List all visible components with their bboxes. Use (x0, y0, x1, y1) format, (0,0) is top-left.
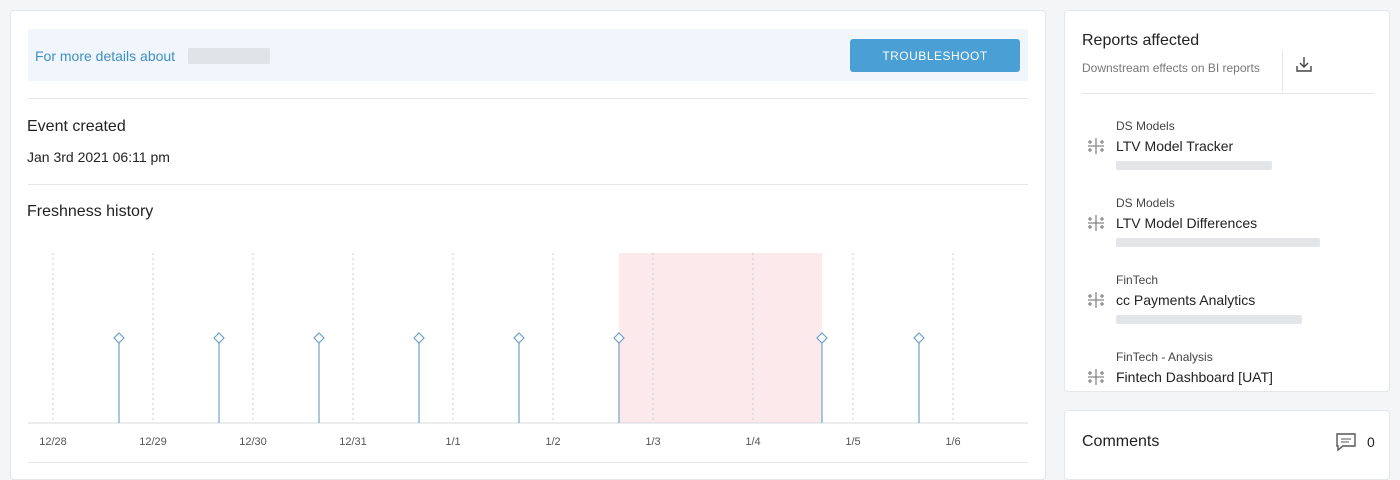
tableau-icon (1088, 138, 1104, 154)
x-tick-label: 1/3 (645, 436, 660, 448)
chart: 12/28 12/29 12/30 12/31 1/1 1/2 1/3 1/4 1/5 1/6 (28, 253, 1028, 448)
divider (28, 98, 1028, 99)
x-tick-label: 12/28 (39, 436, 67, 448)
reports-card: Reports affected Downstream effects on B… (1064, 10, 1390, 392)
marker (313, 332, 325, 344)
report-category: FinTech (1116, 273, 1159, 287)
x-tick-label: 1/2 (545, 436, 560, 448)
tableau-icon (1088, 369, 1104, 385)
x-tick-label: 1/5 (845, 436, 860, 448)
redacted (188, 48, 270, 64)
reports-subtitle: Downstream effects on BI reports (1082, 61, 1260, 75)
redacted (1116, 238, 1320, 247)
marker (613, 332, 625, 344)
redacted (1116, 315, 1302, 324)
redacted (1116, 161, 1272, 170)
marker (816, 332, 828, 344)
event-label: Event created (27, 118, 126, 135)
comment-icon[interactable] (1334, 431, 1358, 453)
marker (413, 332, 425, 344)
x-tick-label: 1/6 (945, 436, 960, 448)
event-card: For more details about TROUBLESHOOT Even… (10, 10, 1046, 480)
separator (1282, 51, 1283, 91)
report-category: DS Models (1116, 196, 1175, 210)
x-tick-label: 12/31 (339, 436, 367, 448)
divider (1082, 93, 1374, 94)
divider (28, 462, 1028, 463)
x-tick-label: 12/30 (239, 436, 267, 448)
report-name: LTV Model Differences (1116, 215, 1258, 231)
x-tick-label: 1/4 (745, 436, 760, 448)
marker (213, 332, 225, 344)
report-name: Fintech Dashboard [UAT] (1116, 369, 1273, 385)
comments-title: Comments (1082, 433, 1160, 450)
tableau-icon (1088, 292, 1104, 308)
comments-count: 0 (1367, 434, 1375, 450)
troubleshoot-button[interactable]: TROUBLESHOOT (850, 39, 1020, 72)
x-tick-label: 1/1 (445, 436, 460, 448)
event-date: Jan 3rd 2021 06:11 pm (27, 149, 170, 165)
marker (913, 332, 925, 344)
marker (113, 332, 125, 344)
report-category: DS Models (1116, 119, 1175, 133)
marker (513, 332, 525, 344)
chart-title: Freshness history (27, 203, 154, 220)
report-name: cc Payments Analytics (1116, 292, 1256, 308)
download-icon[interactable] (1294, 54, 1314, 74)
comments-card: Comments 0 (1064, 410, 1390, 480)
tableau-icon (1088, 215, 1104, 231)
highlight-band (619, 253, 822, 423)
x-tick-label: 12/29 (139, 436, 167, 448)
report-category: FinTech - Analysis (1116, 350, 1213, 364)
page: For more details about TROUBLESHOOT Even… (10, 10, 1390, 480)
reports-title: Reports affected (1082, 32, 1200, 49)
report-name: LTV Model Tracker (1116, 138, 1234, 154)
details-text: For more details about (35, 48, 176, 64)
divider (28, 184, 1028, 185)
